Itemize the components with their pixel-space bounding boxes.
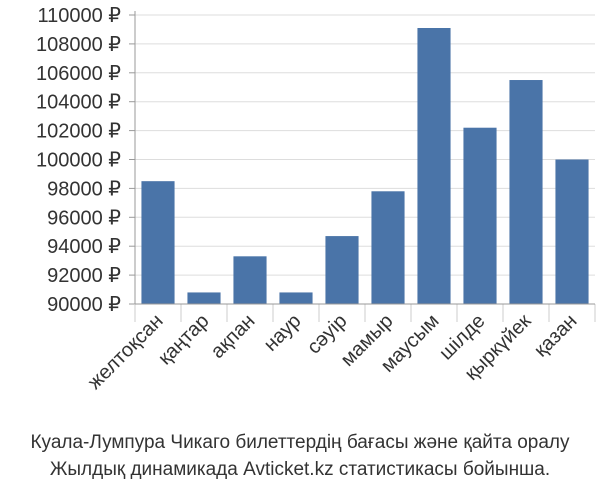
bar: [417, 28, 451, 304]
caption-line-1: Куала-Лумпура Чикаго билеттердің бағасы …: [30, 432, 570, 453]
y-tick-label: 90000 ₽: [47, 294, 121, 316]
y-tick-label: 108000 ₽: [36, 34, 121, 56]
bar: [233, 256, 267, 304]
bars: [141, 28, 589, 305]
bar: [509, 80, 543, 305]
axes: [129, 11, 596, 322]
bar: [325, 236, 359, 304]
y-tick-label: 100000 ₽: [36, 150, 121, 172]
y-tick-labels: 90000 ₽ 92000 ₽ 94000 ₽ 96000 ₽ 98000 ₽ 10000…: [36, 5, 121, 316]
y-tick-label: 98000 ₽: [47, 178, 121, 200]
bar: [141, 181, 175, 304]
bar-chart: 90000 ₽ 92000 ₽ 94000 ₽ 96000 ₽ 98000 ₽ 10000…: [36, 5, 596, 394]
x-tick-label: ақпан: [207, 310, 260, 363]
bar: [555, 159, 589, 304]
y-tick-label: 96000 ₽: [47, 207, 121, 229]
x-tick-label: қаңтар: [154, 310, 213, 369]
caption-line-2: Жылдық динамикада Avticket.kz статистика…: [49, 459, 551, 480]
bar: [371, 191, 405, 304]
y-tick-label: 94000 ₽: [47, 236, 121, 258]
y-tick-label: 92000 ₽: [47, 265, 121, 287]
y-tick-label: 102000 ₽: [36, 121, 121, 143]
y-tick-label: 104000 ₽: [36, 92, 121, 114]
bar: [463, 127, 497, 305]
bar: [279, 292, 313, 304]
x-tick-label: наур: [260, 310, 306, 356]
grid-lines: [135, 14, 595, 305]
y-tick-label: 110000 ₽: [37, 5, 121, 27]
x-tick-label: қазан: [530, 310, 582, 362]
y-tick-label: 106000 ₽: [36, 63, 121, 85]
bar: [187, 292, 221, 304]
